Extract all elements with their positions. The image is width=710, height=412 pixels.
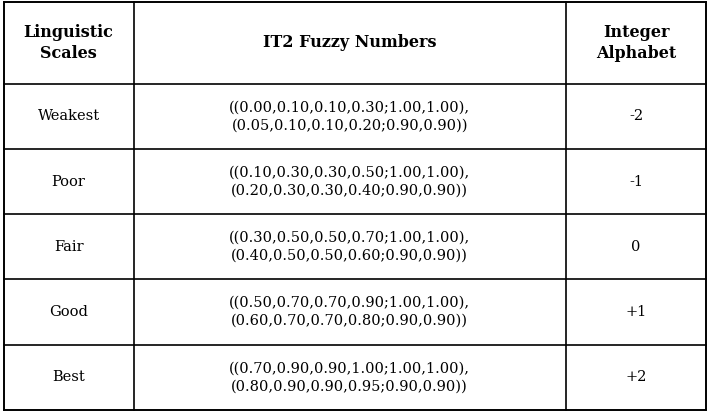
Text: +1: +1 <box>626 305 647 319</box>
Text: Linguistic
Scales: Linguistic Scales <box>23 24 114 62</box>
Text: Poor: Poor <box>52 175 85 189</box>
Text: Good: Good <box>49 305 88 319</box>
Text: -2: -2 <box>629 109 643 123</box>
Text: ((0.30,0.50,0.50,0.70;1.00,1.00),
(0.40,0.50,0.50,0.60;0.90,0.90)): ((0.30,0.50,0.50,0.70;1.00,1.00), (0.40,… <box>229 231 470 263</box>
Text: ((0.10,0.30,0.30,0.50;1.00,1.00),
(0.20,0.30,0.30,0.40;0.90,0.90)): ((0.10,0.30,0.30,0.50;1.00,1.00), (0.20,… <box>229 166 470 197</box>
Text: IT2 Fuzzy Numbers: IT2 Fuzzy Numbers <box>263 34 437 52</box>
Text: Fair: Fair <box>54 240 83 254</box>
Text: 0: 0 <box>631 240 641 254</box>
Text: -1: -1 <box>629 175 643 189</box>
Text: Weakest: Weakest <box>38 109 99 123</box>
Text: ((0.70,0.90,0.90,1.00;1.00,1.00),
(0.80,0.90,0.90,0.95;0.90,0.90)): ((0.70,0.90,0.90,1.00;1.00,1.00), (0.80,… <box>229 361 470 393</box>
Text: ((0.00,0.10,0.10,0.30;1.00,1.00),
(0.05,0.10,0.10,0.20;0.90,0.90)): ((0.00,0.10,0.10,0.30;1.00,1.00), (0.05,… <box>229 101 470 132</box>
Text: +2: +2 <box>626 370 647 384</box>
Text: Integer
Alphabet: Integer Alphabet <box>596 24 677 62</box>
Text: ((0.50,0.70,0.70,0.90;1.00,1.00),
(0.60,0.70,0.70,0.80;0.90,0.90)): ((0.50,0.70,0.70,0.90;1.00,1.00), (0.60,… <box>229 296 470 328</box>
Text: Best: Best <box>53 370 85 384</box>
